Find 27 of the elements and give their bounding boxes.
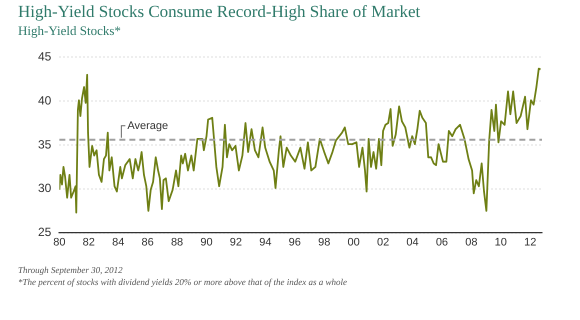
x-tick-label: 94 — [259, 236, 272, 248]
x-tick-label: 82 — [82, 236, 95, 248]
text: *The percent of stocks with dividend yields 20% or more above that of the index as a whole — [18, 276, 348, 288]
x-tick-label: 80 — [53, 236, 66, 248]
text: Through September 30, 2012 — [18, 264, 124, 276]
chart-subtitle: High-Yield Stocks* — [18, 23, 121, 39]
ref-line-label: Average — [127, 120, 168, 132]
y-tick-label: 30 — [38, 181, 52, 196]
x-tick-label: 84 — [112, 236, 124, 248]
x-tick-label: 96 — [288, 236, 301, 248]
x-tick-label: 06 — [436, 236, 448, 248]
x-tick-label: 04 — [406, 236, 419, 248]
x-tick-label: 86 — [142, 236, 154, 248]
x-tick-label: 90 — [200, 236, 213, 248]
x-tick-label: 00 — [348, 236, 360, 248]
y-tick-label: 45 — [38, 50, 52, 64]
chart-title: High-Yield Stocks Consume Record-High Share of Market — [18, 2, 420, 22]
x-tick-label: 12 — [524, 236, 536, 248]
x-tick-label: 88 — [170, 236, 184, 248]
x-tick-label: 10 — [494, 236, 507, 248]
x-tick-label: 02 — [376, 236, 390, 248]
y-tick-label: 40 — [38, 93, 52, 108]
y-tick-label: 25 — [38, 225, 52, 240]
x-tick-label: 92 — [230, 236, 242, 248]
y-tick-label: 35 — [38, 137, 52, 152]
x-tick-label: 98 — [318, 236, 330, 248]
x-tick-label: 08 — [465, 236, 478, 248]
